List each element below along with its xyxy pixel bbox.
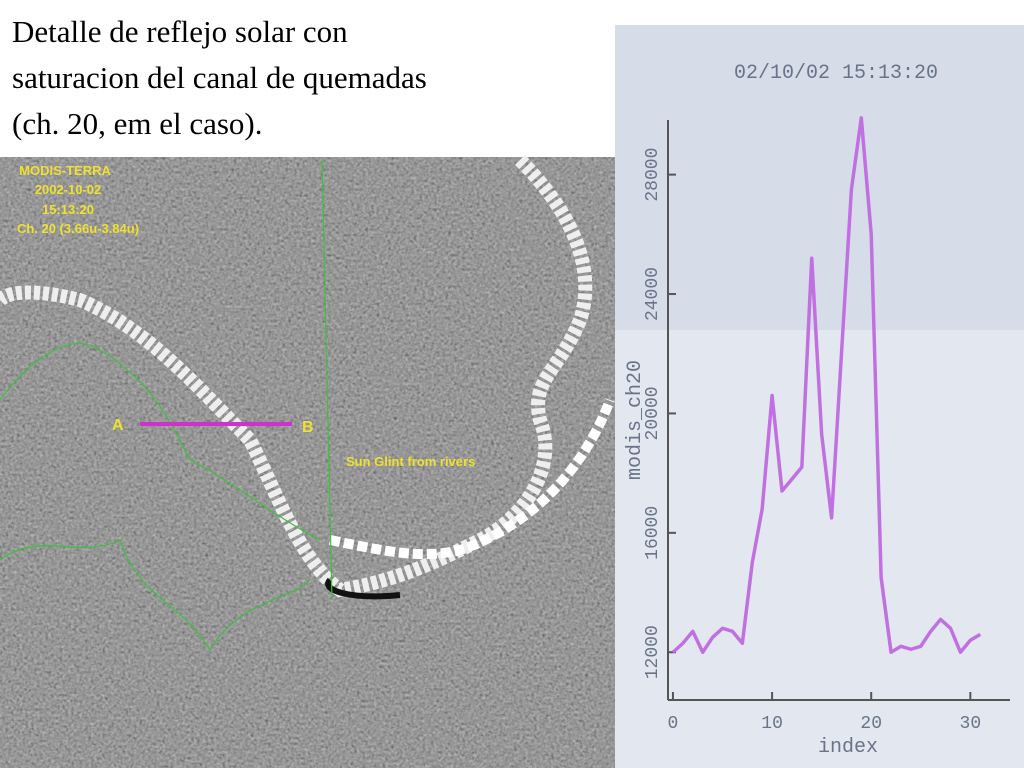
x-tick-label: 20 (860, 714, 882, 734)
data-line (671, 116, 982, 654)
y-tick-label: 24000 (643, 267, 663, 321)
x-axis-label: index (818, 736, 878, 759)
boundary-line (321, 159, 333, 601)
point-label: A (112, 417, 124, 434)
y-tick-label: 28000 (643, 148, 663, 202)
point-label: B (302, 419, 314, 436)
satellite-image: MODIS-TERRA 2002-10-02 15:13:20 Ch. 20 (… (0, 155, 615, 768)
x-tick-label: 30 (960, 714, 982, 734)
chart-title: 02/10/02 15:13:20 (734, 62, 938, 85)
image-label: MODIS-TERRA (19, 163, 111, 178)
river (329, 398, 615, 560)
image-label: Ch. 20 (3.66u-3.84u) (17, 221, 139, 236)
slide-title: Detalle de reflejo solar con (12, 14, 348, 49)
slide-title: (ch. 20, em el caso). (12, 106, 262, 141)
annotation: Sun Glint from rivers (346, 454, 475, 469)
image-noise (0, 157, 615, 768)
image-label: 2002-10-02 (35, 182, 102, 197)
boundary-line (0, 343, 321, 651)
slide-title: saturacion del canal de quemadas (12, 60, 427, 95)
y-tick-label: 16000 (643, 506, 663, 560)
plot: 12000 16000 20000 24000 28000 0 10 20 30 (643, 116, 1010, 734)
x-tick-label: 0 (668, 714, 679, 734)
river (0, 155, 593, 598)
image-label: 15:13:20 (42, 202, 94, 217)
y-axis-label: modis_ch20 (624, 360, 647, 480)
x-tick-label: 10 (761, 714, 783, 734)
y-tick-label: 12000 (643, 625, 663, 679)
y-tick-label: 20000 (643, 386, 663, 440)
river-saturated (325, 577, 401, 600)
